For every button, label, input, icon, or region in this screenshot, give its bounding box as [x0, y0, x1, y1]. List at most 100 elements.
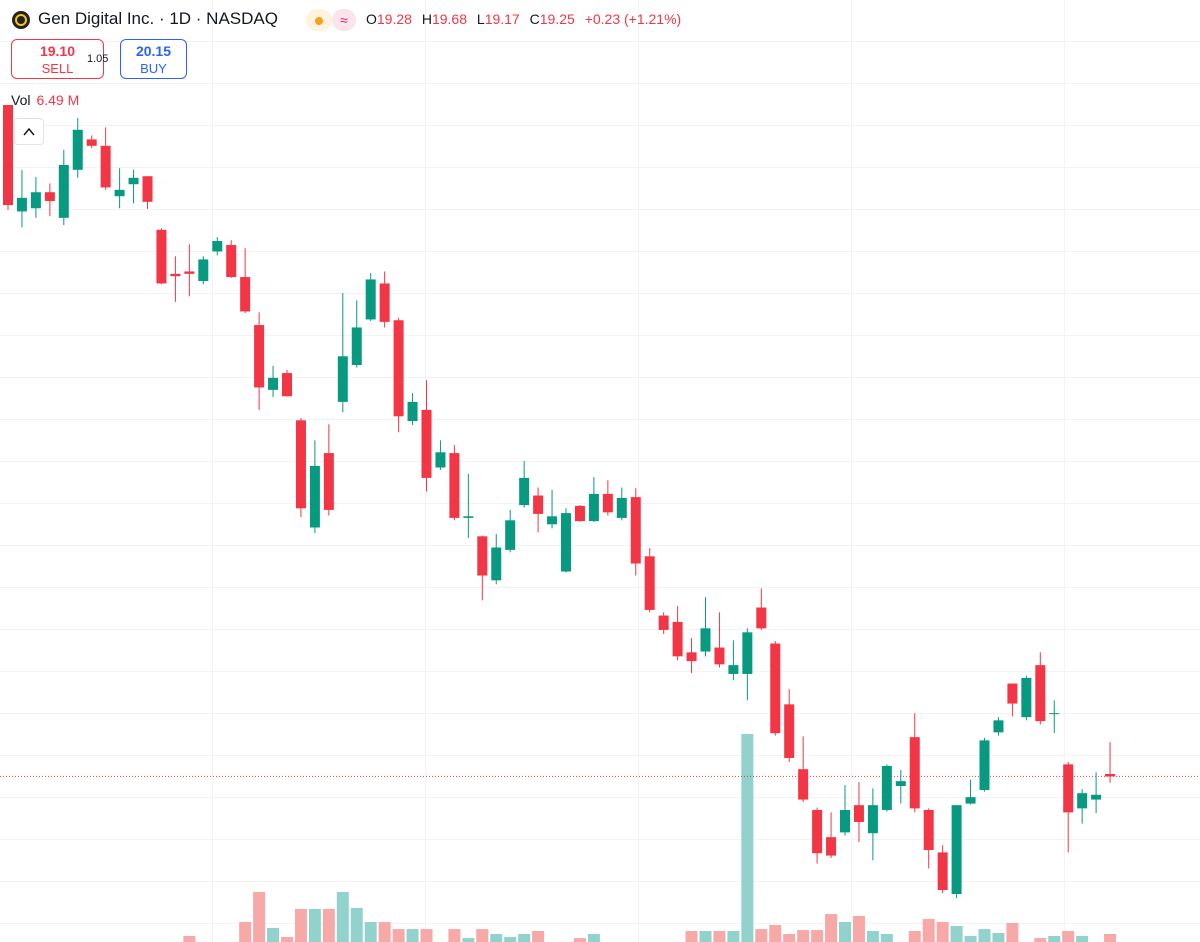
volume-bar — [448, 929, 461, 942]
candle-body — [895, 781, 906, 786]
candle-body — [170, 273, 181, 277]
candle-body — [100, 145, 111, 188]
candle-body — [714, 647, 725, 665]
candle-body — [840, 809, 850, 833]
volume-bar — [364, 922, 377, 942]
volume-bar — [852, 915, 865, 942]
candle-body — [770, 643, 781, 734]
candle-body — [156, 229, 167, 284]
candle-body — [379, 283, 390, 322]
candle-body — [58, 165, 69, 218]
volume-bar — [922, 918, 935, 942]
logo — [12, 11, 30, 29]
candle-body — [365, 279, 376, 320]
candle-body — [1077, 793, 1088, 809]
candle-body — [784, 704, 795, 758]
candle-body — [658, 615, 669, 630]
volume-bar — [1048, 935, 1061, 942]
candle-body — [937, 852, 948, 890]
candle-body — [881, 765, 892, 810]
candle-body — [742, 632, 753, 674]
volume-bar — [267, 927, 280, 942]
candle-body — [519, 477, 530, 506]
candle-body — [393, 320, 404, 417]
volume-bar — [783, 933, 796, 942]
candle-body — [909, 737, 920, 809]
volume-bar — [392, 929, 405, 942]
volume-bar — [573, 938, 586, 942]
candle-body — [184, 271, 195, 274]
candle-body — [463, 516, 474, 518]
candle-body — [16, 197, 27, 212]
candle-body — [449, 453, 460, 518]
candle-body — [561, 513, 571, 572]
volume-bar — [378, 922, 391, 942]
volume-bar — [294, 908, 307, 942]
volume-bar — [755, 929, 768, 942]
volume-bar — [420, 929, 433, 942]
candle-body — [1091, 794, 1102, 800]
candle-body — [1063, 764, 1074, 813]
sell-button[interactable]: 19.10 SELL — [11, 39, 104, 79]
candle-body — [86, 139, 97, 146]
candle-body — [700, 628, 711, 652]
candle-body — [72, 129, 83, 170]
ohlc-label: O — [366, 11, 377, 27]
title: Gen Digital Inc. · 1D · NASDAQ — [38, 9, 278, 28]
collapse-button[interactable] — [14, 118, 44, 145]
ohlc-value: 19.17 — [484, 11, 520, 27]
ohlc-value: 19.68 — [431, 11, 467, 27]
candle-body — [756, 607, 767, 629]
candle-body — [1049, 713, 1060, 715]
candle-body — [533, 495, 544, 514]
volume-bar — [183, 935, 196, 942]
candle-body — [951, 805, 962, 894]
candle-body — [212, 241, 223, 252]
candle-body — [142, 176, 153, 202]
volume-bar — [336, 891, 349, 942]
volume-bar — [462, 938, 475, 942]
candle-body — [686, 652, 697, 662]
change: +0.23 (+1.21%) — [584, 11, 682, 27]
volume-bar — [908, 931, 921, 942]
volume-bar — [308, 908, 321, 942]
ohlc-label: H — [421, 11, 432, 27]
candle-body — [798, 769, 809, 800]
candle-body — [574, 505, 585, 522]
candle-body — [128, 177, 139, 185]
volume-title: Vol — [11, 92, 31, 108]
volume-bar — [504, 936, 517, 942]
volume-bar — [350, 907, 363, 942]
candle-body — [323, 453, 334, 510]
candle-body — [588, 493, 599, 522]
candle-body — [853, 805, 864, 822]
candle-body — [630, 497, 641, 564]
volume-bar — [1006, 923, 1019, 942]
volume-bar — [811, 930, 824, 942]
candle-body — [226, 245, 237, 278]
svg-text:≈: ≈ — [340, 12, 348, 28]
status-icons: ≈ — [306, 9, 356, 31]
candle-body — [1105, 773, 1116, 777]
volume-legend: Vol 6.49 M — [11, 92, 79, 108]
candle-body — [3, 105, 13, 206]
candle-body — [114, 189, 125, 197]
ohlc-label: C — [529, 11, 540, 27]
volume-bar — [406, 929, 419, 942]
candle-body — [309, 465, 320, 528]
volume-bar — [1034, 938, 1047, 942]
volume-bar — [880, 933, 893, 942]
chevron — [23, 127, 35, 136]
candle-body — [477, 536, 488, 576]
candle-body — [547, 516, 558, 525]
candle-body — [1021, 677, 1032, 718]
candle-body — [351, 327, 362, 366]
buy-price: 20.15 — [135, 43, 172, 59]
buy-button[interactable]: 20.15 BUY — [120, 39, 187, 79]
volume-bar — [713, 931, 726, 942]
volume-bar — [253, 891, 266, 942]
volume-bar — [992, 932, 1005, 942]
ohlc-value: 19.28 — [376, 11, 412, 27]
volume-value: 6.49 M — [36, 92, 80, 108]
candle-body — [44, 192, 55, 202]
